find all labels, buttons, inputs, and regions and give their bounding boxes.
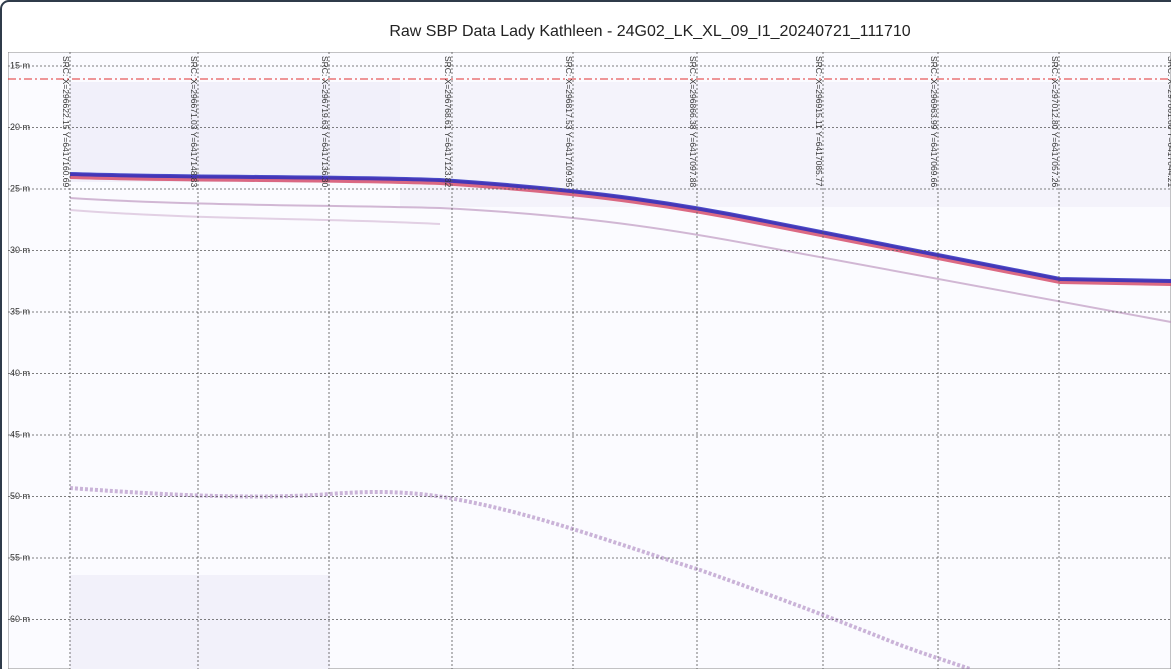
fix-label: SRC: X=297061.68 Y=6417044.21: [1166, 56, 1171, 188]
depth-label: 35 m: [10, 306, 30, 316]
plot-area: [8, 52, 1171, 669]
fix-label: SRC: X=296671.03 Y=6417148.83: [189, 56, 199, 188]
depth-label: 55 m: [10, 552, 30, 562]
profile-title: Raw SBP Data Lady Kathleen - 24G02_LK_XL…: [389, 23, 910, 40]
depth-label: 15 m: [10, 60, 30, 70]
profile-window: Raw SBP Data Lady Kathleen - 24G02_LK_XL…: [0, 0, 1171, 669]
depth-label: 20 m: [10, 122, 30, 132]
fix-label: SRC: X=296866.38 Y=6417097.88: [688, 56, 698, 188]
fix-label: SRC: X=296915.11 Y=6417085.77: [814, 56, 824, 187]
fix-label: SRC: X=296817.53 Y=6417109.95: [564, 56, 574, 188]
fix-label: SRC: X=296719.63 Y=6417136.30: [320, 56, 330, 188]
depth-label: 50 m: [10, 491, 30, 501]
depth-label: 30 m: [10, 245, 30, 255]
depth-label: 60 m: [10, 614, 30, 624]
noise-block: [70, 575, 330, 669]
fix-label: SRC: X=296622.15 Y=6417160.69: [61, 56, 71, 188]
fix-label: SRC: X=297012.80 Y=6417057.26: [1050, 56, 1060, 188]
fix-label: SRC: X=296963.99 Y=6417069.66: [929, 56, 939, 188]
page: {"header": {"title": "Raw SBP Data Lady …: [0, 0, 1171, 669]
noise-block: [70, 82, 400, 182]
depth-label: 45 m: [10, 429, 30, 439]
depth-label: 40 m: [10, 368, 30, 378]
depth-label: 25 m: [10, 183, 30, 193]
fix-label: SRC: X=296768.61 Y=6417123.82: [443, 56, 453, 188]
